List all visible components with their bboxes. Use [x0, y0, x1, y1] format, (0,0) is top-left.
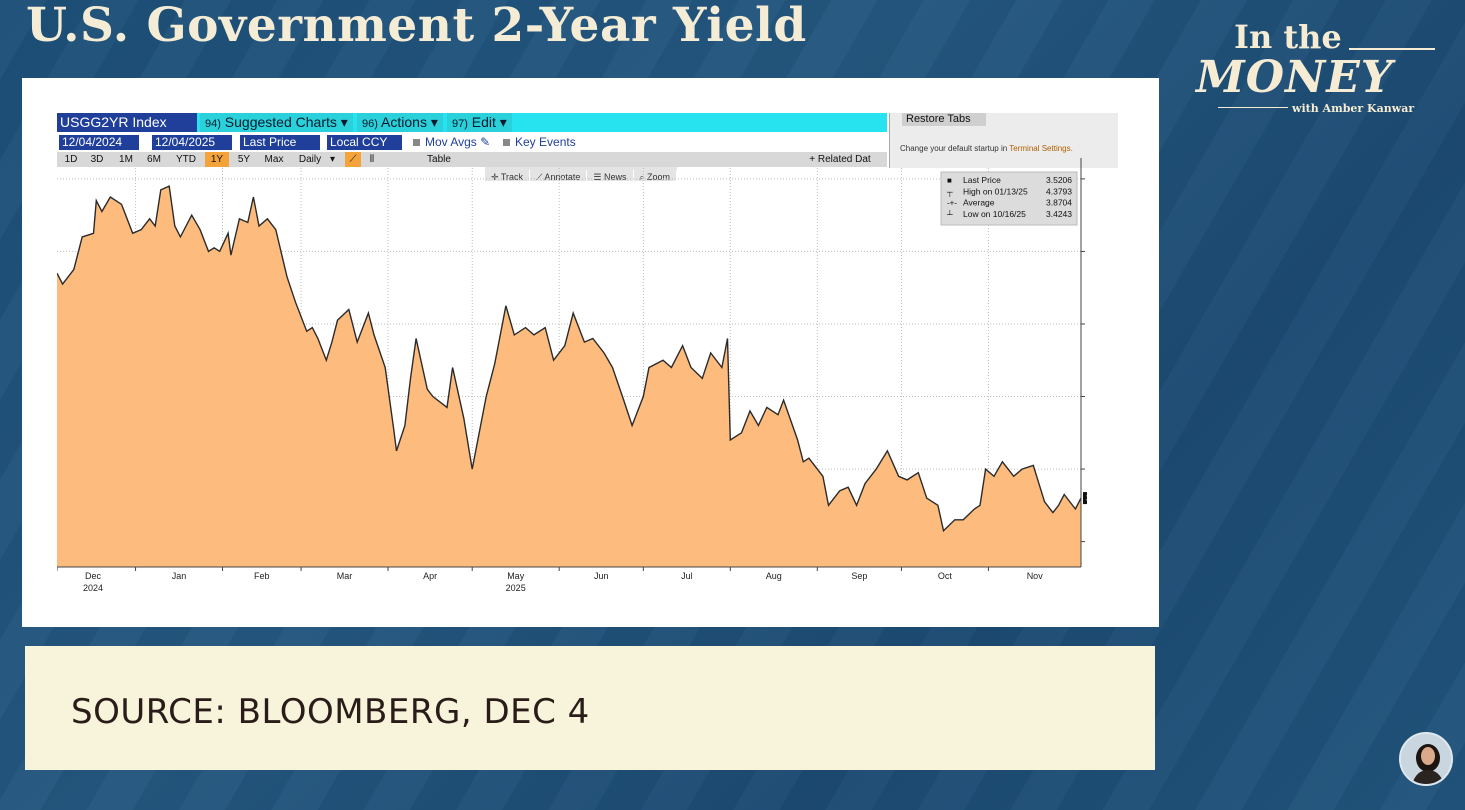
x-year-label: 2025 [506, 583, 526, 593]
page-title: U.S. Government 2-Year Yield [26, 0, 807, 53]
end-date-field[interactable]: 12/04/2025 [152, 135, 232, 150]
chart-tools: ✛ Track ⟋ Annotate ☰ News ⌕ Zoom [485, 167, 678, 184]
yield-chart: 4.40004.20004.00003.80003.60003.4000Dec2… [57, 158, 1087, 593]
related-data-button[interactable]: + Related Dat [809, 154, 871, 165]
x-tick-label: Mar [337, 571, 353, 581]
menu-num: 97) [452, 118, 468, 130]
period-bar: 1D 3D 1M 6M YTD 1Y 5Y Max Daily ▾ ⟋ ⫴ Ta… [57, 152, 887, 167]
menu-num: 94) [205, 118, 221, 130]
tool-label: Track [500, 172, 524, 182]
menu-num: 96) [362, 118, 378, 130]
x-tick-label: May [507, 571, 525, 581]
settings-message: Change your default startup in Terminal … [900, 144, 1073, 153]
x-tick-label: Apr [423, 571, 437, 581]
x-tick-label: Nov [1027, 571, 1044, 581]
zoom-tool[interactable]: ⌕ Zoom [634, 170, 678, 184]
checkbox-icon [413, 139, 420, 147]
key-events-toggle[interactable]: Key Events [503, 135, 576, 150]
tool-label: Zoom [647, 172, 671, 182]
mov-avgs-toggle[interactable]: Mov Avgs ✎ [413, 135, 490, 150]
start-date-field[interactable]: 12/04/2024 [59, 135, 139, 150]
legend-value: 3.4243 [1046, 209, 1072, 219]
period-max[interactable]: Max [264, 154, 284, 165]
field-select[interactable]: Last Price [240, 135, 320, 150]
legend-label: High on 01/13/25 [963, 186, 1028, 196]
x-tick-label: Sep [851, 571, 867, 581]
period-5y[interactable]: 5Y [237, 154, 251, 165]
logo-rule [1349, 48, 1435, 50]
legend-marker: -+- [947, 199, 957, 208]
last-price-tag [1083, 492, 1087, 505]
legend-marker: ■ [947, 176, 952, 185]
x-tick-label: Oct [938, 571, 953, 581]
menu-label: Actions [381, 114, 427, 130]
restore-tabs-popup: Restore Tabs Change your default startup… [889, 113, 1118, 168]
source-text: SOURCE: BLOOMBERG, DEC 4 [71, 692, 590, 732]
period-1d[interactable]: 1D [64, 154, 78, 165]
menu-label: Edit [471, 114, 496, 130]
bar-chart-icon[interactable]: ⫴ [369, 154, 375, 165]
x-tick-label: Aug [766, 571, 782, 581]
x-tick-label: Jul [681, 571, 693, 581]
edit-button[interactable]: 97) Edit ▾ [447, 113, 512, 132]
restore-tabs-button[interactable]: Restore Tabs [902, 113, 986, 126]
period-1y[interactable]: 1Y [205, 152, 229, 167]
legend-marker: ┴ [946, 209, 953, 219]
legend-marker: ┬ [946, 187, 953, 197]
currency-select[interactable]: Local CCY [327, 135, 402, 150]
suggested-charts-button[interactable]: 94) Suggested Charts ▾ [200, 113, 353, 132]
legend-box [940, 171, 1078, 226]
news-tool[interactable]: ☰ News [587, 170, 634, 184]
bloomberg-terminal: USGG2YR Index 94) Suggested Charts ▾ 96)… [57, 113, 1118, 613]
period-6m[interactable]: 6M [147, 154, 161, 165]
period-3d[interactable]: 3D [90, 154, 104, 165]
price-line [57, 185, 1082, 533]
x-tick-label: Jan [172, 571, 187, 581]
tool-label: Annotate [544, 172, 581, 182]
period-1m[interactable]: 1M [119, 154, 133, 165]
annotate-tool[interactable]: ⟋ Annotate [530, 170, 588, 184]
x-tick-label: Feb [254, 571, 270, 581]
parameters-bar: 12/04/2024 12/04/2025 Last Price Local C… [57, 135, 887, 151]
tool-label: News [603, 172, 627, 182]
actions-button[interactable]: 96) Actions ▾ [357, 113, 443, 132]
legend-value: 3.5206 [1046, 175, 1072, 185]
checkbox-icon [503, 139, 510, 147]
dropdown-arrow-icon[interactable]: ▾ [329, 154, 336, 165]
x-tick-label: Dec [85, 571, 102, 581]
x-year-label: 2024 [83, 583, 103, 593]
logo-line-1: In the [1234, 18, 1342, 56]
frequency-select[interactable]: Daily [298, 154, 322, 165]
legend-label: Average [963, 198, 995, 208]
legend-value: 4.3793 [1046, 186, 1072, 196]
ticker-field[interactable]: USGG2YR Index [57, 113, 197, 132]
legend-label: Low on 10/16/25 [963, 209, 1026, 219]
host-avatar [1399, 732, 1453, 786]
chart-panel: USGG2YR Index 94) Suggested Charts ▾ 96)… [22, 78, 1159, 627]
logo-line-3: with Amber Kanwar [1292, 102, 1415, 115]
show-logo: In the MONEY with Amber Kanwar [1194, 18, 1444, 118]
terminal-settings-link[interactable]: Terminal Settings. [1009, 144, 1073, 153]
key-events-label: Key Events [515, 135, 576, 149]
source-banner: SOURCE: BLOOMBERG, DEC 4 [25, 646, 1155, 770]
legend-value: 3.8704 [1046, 198, 1072, 208]
settings-text: Change your default startup in [900, 144, 1008, 153]
menu-label: Suggested Charts [224, 114, 337, 130]
logo-rule-2 [1218, 107, 1288, 108]
legend-label: Last Price [963, 175, 1001, 185]
mov-avgs-label: Mov Avgs [425, 135, 477, 149]
track-tool[interactable]: ✛ Track [485, 170, 531, 184]
price-area [57, 186, 1081, 567]
last-price-tag-label: 3.5206 [1086, 493, 1087, 503]
table-button[interactable]: Table [427, 154, 451, 165]
terminal-toolbar: USGG2YR Index 94) Suggested Charts ▾ 96)… [57, 113, 887, 132]
x-tick-label: Jun [594, 571, 609, 581]
period-ytd[interactable]: YTD [176, 154, 196, 165]
line-chart-icon[interactable]: ⟋ [345, 152, 361, 167]
logo-line-2: MONEY [1196, 52, 1394, 103]
